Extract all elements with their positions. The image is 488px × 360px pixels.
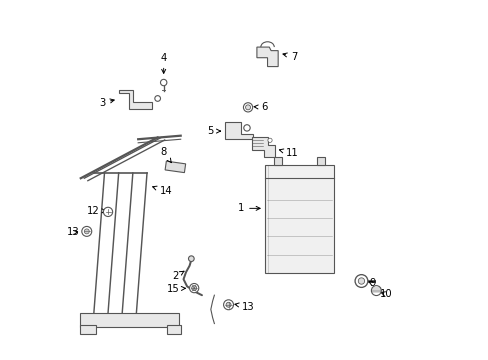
Circle shape: [267, 138, 272, 143]
Bar: [264, 165, 333, 273]
Text: 4: 4: [160, 53, 166, 73]
Circle shape: [223, 300, 233, 310]
Circle shape: [245, 105, 250, 110]
Bar: [166, 325, 181, 334]
Text: 3: 3: [99, 98, 114, 108]
Bar: [80, 325, 96, 334]
Text: 8: 8: [160, 147, 171, 163]
Circle shape: [225, 302, 230, 307]
Polygon shape: [165, 161, 185, 173]
Circle shape: [243, 103, 252, 112]
Circle shape: [160, 79, 166, 86]
Text: 2: 2: [172, 271, 183, 282]
Text: 6: 6: [254, 102, 266, 112]
Text: 12: 12: [86, 206, 106, 216]
Bar: [273, 157, 281, 165]
Text: 11: 11: [279, 148, 298, 158]
Polygon shape: [119, 90, 152, 109]
Circle shape: [81, 226, 92, 237]
Polygon shape: [256, 47, 278, 67]
Circle shape: [191, 285, 196, 291]
Text: 7: 7: [283, 51, 297, 62]
Bar: [317, 157, 325, 165]
Circle shape: [370, 285, 381, 296]
Circle shape: [354, 275, 367, 287]
Text: 9: 9: [368, 279, 375, 288]
Circle shape: [84, 229, 89, 234]
Polygon shape: [251, 138, 274, 157]
Text: 5: 5: [207, 126, 220, 136]
Circle shape: [358, 278, 364, 284]
Text: 10: 10: [379, 289, 392, 299]
Bar: [80, 313, 179, 327]
Text: 14: 14: [152, 186, 172, 196]
Circle shape: [103, 207, 112, 216]
Circle shape: [188, 256, 194, 261]
Circle shape: [244, 125, 250, 131]
Text: 1: 1: [237, 203, 260, 213]
Text: 15: 15: [166, 284, 185, 294]
Circle shape: [155, 96, 160, 101]
Text: 13: 13: [234, 302, 254, 311]
Circle shape: [189, 283, 198, 293]
Text: 13: 13: [67, 228, 80, 238]
Polygon shape: [224, 122, 253, 139]
